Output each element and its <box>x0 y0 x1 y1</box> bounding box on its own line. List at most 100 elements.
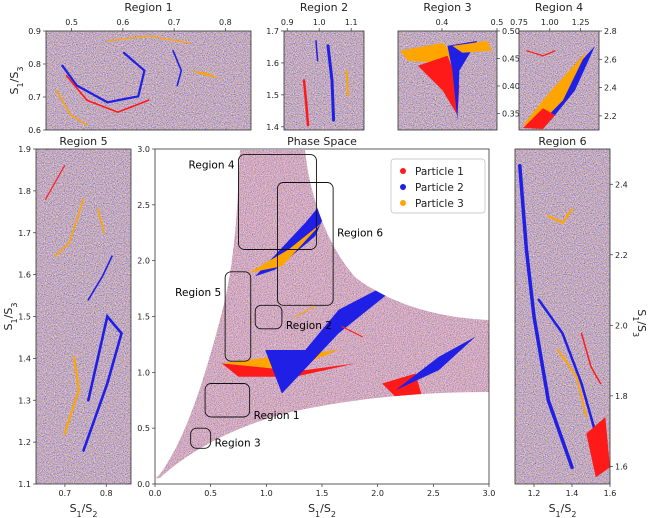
region6-feature-particle3-2 <box>547 208 574 225</box>
region-1-panel: Region 1 0.5 0.6 0.7 0.8 0.6 0.7 0.8 0.9 S1/S3 <box>8 1 252 135</box>
region5-feature-particle3-5 <box>97 208 106 234</box>
legend-marker-3 <box>400 200 406 206</box>
region2-ytick-label-3: 1.7 <box>266 27 279 36</box>
region2-scatter-density <box>284 31 364 130</box>
region5-ytick-label-0: 1.1 <box>18 480 31 489</box>
legend-marker-2 <box>400 184 406 190</box>
phase-xtick-label-2: 1.0 <box>260 489 273 498</box>
region2-ytick-label-2: 1.6 <box>266 59 279 68</box>
legend-marker-1 <box>400 168 406 174</box>
region2-feature-particle1-1 <box>302 79 310 127</box>
region4-ytick-label-1: 2.4 <box>604 84 617 93</box>
region6-field <box>515 149 610 484</box>
region5-xtick-label-0: 0.7 <box>59 489 72 498</box>
region-5-panel: Region 5 0.7 0.8 1.1 1.2 1.3 1.4 1.5 1.6 1.7 1.8 1.… <box>2 135 132 518</box>
region2-frame <box>283 30 365 131</box>
region5-feature-particle1-4 <box>44 165 66 200</box>
region1-xtick-label-1: 0.6 <box>117 18 130 27</box>
region6-frame <box>514 148 611 485</box>
region2-ytick-label-0: 1.4 <box>266 123 279 132</box>
region3-xtick-label-0: 0.4 <box>436 18 449 27</box>
phase-xtick-label-6: 3.0 <box>483 489 496 498</box>
region5-ytick-label-8: 1.9 <box>18 145 31 154</box>
phase-region-label-6: Region 6 <box>337 228 383 240</box>
region6-title: Region 6 <box>538 135 586 148</box>
region3-title: Region 3 <box>423 1 471 14</box>
region4-frame <box>518 30 600 131</box>
phase-ytick-label-6: 3.0 <box>137 145 150 154</box>
region6-xtick-label-2: 1.6 <box>604 489 617 498</box>
region3-feature-particle1-1 <box>417 55 460 116</box>
region6-feature-particle2-0 <box>518 164 574 470</box>
region4-field <box>519 31 599 130</box>
region6-xlabel-s1-s2: S1/S2 <box>549 502 577 518</box>
phase-xtick-label-4: 2.0 <box>371 489 384 498</box>
region3-ytick-label-2: 0.45 <box>502 55 520 64</box>
region4-ytick-label-2: 2.6 <box>604 55 617 64</box>
phase-feature-particle2-6 <box>395 336 476 391</box>
phase-region-box-6 <box>277 182 334 306</box>
region1-field <box>46 31 251 130</box>
region3-frame <box>397 30 498 131</box>
region2-xtick-label-1: 1.0 <box>313 18 326 27</box>
phase-region-box-3 <box>190 427 212 449</box>
phase-ytick-label-1: 0.5 <box>137 424 150 433</box>
region6-ytick-label-1: 1.8 <box>615 392 628 401</box>
region-4-panel: Region 4 0.75 1.00 1.25 2.2 2.4 2.6 2.8 <box>510 1 617 131</box>
region5-ytick-label-3: 1.4 <box>18 354 31 363</box>
phase-ytick-label-3: 1.5 <box>137 313 150 322</box>
phase-region-box-5 <box>224 271 252 362</box>
phase-feature-particle1-7 <box>341 326 363 338</box>
legend-label-3: Particle 3 <box>415 198 464 210</box>
legend-label-2: Particle 2 <box>415 182 464 194</box>
region1-ytick-label-0: 0.6 <box>28 126 41 135</box>
phase-ytick-label-2: 1.0 <box>137 368 150 377</box>
region2-xtick-label-0: 0.9 <box>281 18 294 27</box>
region1-frame <box>45 30 252 131</box>
phase-xtick-label-0: 0.0 <box>149 489 162 498</box>
region1-feature-particle1-1 <box>65 74 150 114</box>
phase-xtick-label-3: 1.5 <box>316 489 329 498</box>
region5-xtick-label-1: 0.8 <box>100 489 113 498</box>
region3-feature-particle3-3 <box>452 40 493 53</box>
region1-title: Region 1 <box>124 1 172 14</box>
region-6-panel: Region 6 1.2 1.4 1.6 1.6 1.8 2.0 2.2 2.4 S1/S2 S1/… <box>514 135 648 518</box>
phase-space-panel: Phase Space 0.0 0.5 1.0 1.5 2.0 2.5 3.0 0.0 0.5 1.… <box>137 135 495 518</box>
region2-field <box>284 31 364 130</box>
phase-legend: Particle 1 Particle 2 Particle 3 <box>390 158 486 214</box>
region6-ytick-label-4: 2.4 <box>615 180 628 189</box>
phase-xtick-label-1: 0.5 <box>204 489 217 498</box>
region5-feature-particle2-3 <box>87 255 113 301</box>
region1-xtick-label-3: 0.8 <box>219 18 232 27</box>
region5-title: Region 5 <box>59 135 107 148</box>
phase-region-label-3: Region 3 <box>215 437 261 449</box>
phase-ytick-label-4: 2.0 <box>137 257 150 266</box>
region6-xtick-label-1: 1.4 <box>566 489 579 498</box>
region3-field <box>398 31 497 130</box>
region6-ytick-label-3: 2.2 <box>615 251 628 260</box>
region4-feature-particle1-2 <box>523 108 555 129</box>
region6-ytick-label-2: 2.0 <box>615 321 628 330</box>
region-2-panel: Region 2 0.9 1.0 1.1 1.4 1.5 1.6 1.7 <box>266 1 365 132</box>
legend-box <box>390 158 486 214</box>
region2-ytick-label-1: 1.5 <box>266 91 279 100</box>
region6-ytick-label-0: 1.6 <box>615 462 628 471</box>
region2-feature-particle2-3 <box>315 40 319 62</box>
region6-feature-particle1-5 <box>580 332 602 385</box>
region1-feature-particle3-2 <box>55 89 88 126</box>
region5-ytick-label-5: 1.6 <box>18 271 31 280</box>
region1-ytick-label-1: 0.7 <box>28 93 41 102</box>
region1-ytick-label-3: 0.9 <box>28 27 41 36</box>
region5-feature-particle3-2 <box>54 198 85 257</box>
region3-ytick-label-0: 0.35 <box>502 110 520 119</box>
region1-xtick-label-0: 0.5 <box>65 18 78 27</box>
region4-feature-particle1-3 <box>526 50 556 57</box>
phase-region-label-4: Region 4 <box>189 160 235 172</box>
region5-ytick-label-1: 1.2 <box>18 438 31 447</box>
phase-ytick-label-5: 2.5 <box>137 201 150 210</box>
region5-ytick-label-4: 1.5 <box>18 313 31 322</box>
region1-ytick-label-2: 0.8 <box>28 60 41 69</box>
region4-title: Region 4 <box>535 1 583 14</box>
region1-ylabel-s1-s3: S1/S3 <box>8 67 25 95</box>
phase-xtick-label-5: 2.5 <box>427 489 440 498</box>
